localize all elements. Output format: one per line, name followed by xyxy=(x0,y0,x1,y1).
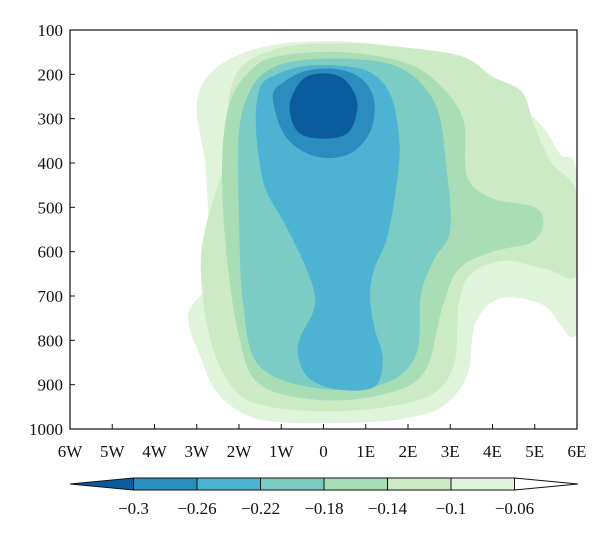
y-tick-label: 400 xyxy=(38,154,64,173)
y-tick-label: 800 xyxy=(38,331,64,350)
colorbar-label: −0.1 xyxy=(436,499,467,518)
x-tick-label: 1E xyxy=(356,442,375,461)
axis-layer: 100 200 300 400 500 600 700 800 900 1000 6W 5W 4W 3W 2… xyxy=(29,21,586,461)
x-tick-label: 3E xyxy=(441,442,460,461)
y-tick-label: 1000 xyxy=(29,420,63,439)
x-tick-label: 4W xyxy=(142,442,168,461)
y-tick-label: 500 xyxy=(38,198,64,217)
contour-region-neg0.22 xyxy=(255,64,400,391)
y-tick-label: 100 xyxy=(38,21,64,40)
y-tick-label: 600 xyxy=(38,243,64,262)
x-tick-label: 1W xyxy=(269,442,295,461)
y-tick-label: 200 xyxy=(38,65,64,84)
x-tick-label: 2W xyxy=(227,442,253,461)
colorbar-label: −0.18 xyxy=(304,499,343,518)
colorbar-label: −0.22 xyxy=(241,499,280,518)
x-tick-label: 6W xyxy=(58,442,84,461)
y-tick-label: 300 xyxy=(38,110,64,129)
x-tick-label: 6E xyxy=(568,442,587,461)
colorbar-segment xyxy=(324,478,388,490)
colorbar: −0.3 −0.26 −0.22 −0.18 −0.14 −0.1 −0.06 xyxy=(69,477,579,518)
colorbar-segment xyxy=(197,478,261,490)
colorbar-label: −0.26 xyxy=(177,499,216,518)
x-tick-label: 5W xyxy=(100,442,126,461)
x-tick-label: 3W xyxy=(184,442,210,461)
colorbar-segment xyxy=(387,478,451,490)
colorbar-label: −0.06 xyxy=(495,499,534,518)
x-tick-label: 2E xyxy=(399,442,418,461)
colorbar-label: −0.3 xyxy=(118,499,149,518)
colorbar-segment xyxy=(133,478,197,490)
colorbar-segment xyxy=(70,478,134,490)
x-tick-label: 5E xyxy=(525,442,544,461)
x-tick-label: 0 xyxy=(319,442,328,461)
y-tick-label: 700 xyxy=(38,287,64,306)
colorbar-segment xyxy=(451,478,515,490)
contour-region-neg0.3 xyxy=(289,73,358,139)
colorbar-segment xyxy=(514,478,578,490)
x-tick-label: 4E xyxy=(483,442,502,461)
colorbar-label: −0.14 xyxy=(368,499,408,518)
colorbar-segment xyxy=(260,478,324,490)
y-tick-label: 900 xyxy=(38,376,64,395)
contour-fill-layer xyxy=(188,41,577,424)
